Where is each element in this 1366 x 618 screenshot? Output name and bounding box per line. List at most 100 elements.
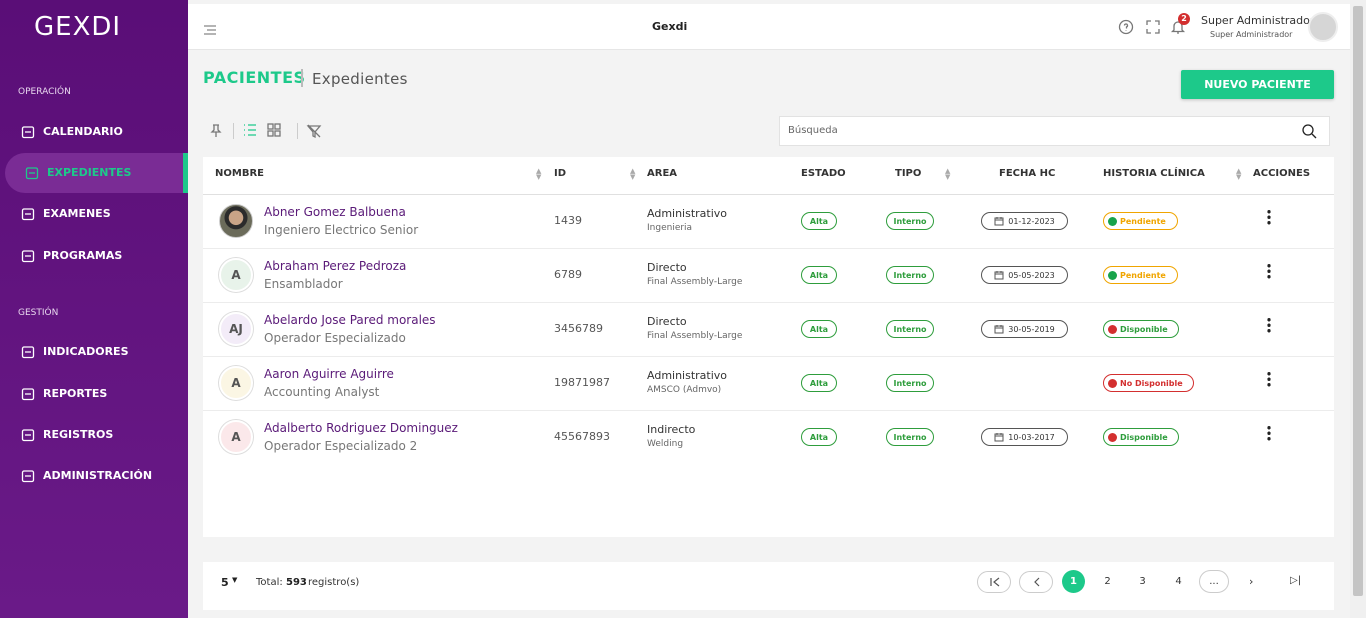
patient-name[interactable]: Abner Gomez Balbuena [264, 205, 406, 219]
menu-item[interactable]: EXAMENES [43, 207, 111, 220]
user-avatar[interactable] [1308, 12, 1338, 42]
fullscreen-icon[interactable] [1145, 19, 1161, 35]
historia: No Disponible [1120, 378, 1183, 388]
estado-badge: Alta [801, 266, 837, 284]
page-size[interactable]: 5 [221, 576, 229, 589]
column-header[interactable]: HISTORIA CLÍNICA [1103, 168, 1205, 179]
menu-item[interactable]: CALENDARIO [43, 125, 123, 138]
menu-icon[interactable] [20, 427, 36, 443]
pin-icon[interactable] [208, 123, 224, 139]
menu-item[interactable]: EXPEDIENTES [47, 166, 132, 179]
section-title: PACIENTES [203, 68, 306, 87]
historia-badge: No Disponible [1103, 374, 1194, 392]
menu-icon[interactable] [20, 124, 36, 140]
menu-item[interactable]: INDICADORES [43, 345, 129, 358]
patient-name[interactable]: Abraham Perez Pedroza [264, 259, 407, 273]
page-button[interactable]: 2 [1104, 576, 1111, 587]
menu-icon[interactable] [20, 248, 36, 264]
patient-name[interactable]: Aaron Aguirre Aguirre [264, 367, 394, 381]
header-border [203, 194, 1334, 195]
page-button[interactable]: 4 [1175, 576, 1182, 587]
actions-menu[interactable] [1267, 263, 1271, 279]
page-nav[interactable] [977, 571, 1011, 593]
row-border [203, 248, 1334, 249]
patient-id: 45567893 [554, 430, 610, 443]
menu-icon[interactable] [20, 206, 36, 222]
page-button[interactable]: ... [1199, 570, 1229, 593]
sidebar [0, 0, 188, 618]
subsection-title: Expedientes [312, 70, 408, 88]
search-icon[interactable] [1301, 123, 1317, 139]
actions-menu[interactable] [1267, 425, 1271, 441]
estado-badge: Alta [801, 320, 837, 338]
patient-role: Operador Especializado 2 [264, 439, 418, 453]
patient-id: 3456789 [554, 322, 603, 335]
date-chip: 30-05-2019 [981, 320, 1068, 338]
date-chip: 10-03-2017 [981, 428, 1068, 446]
total[interactable]: 593 [286, 577, 307, 588]
menu-item[interactable]: REGISTROS [43, 428, 114, 441]
actions-menu[interactable] [1267, 317, 1271, 333]
button-label: NUEVO PACIENTE [1204, 78, 1311, 91]
subarea: Final Assembly-Large [647, 277, 743, 287]
menu-item[interactable]: PROGRAMAS [43, 249, 123, 262]
status-dot [1108, 270, 1117, 280]
sort-icon[interactable]: ▲ ▼ [536, 167, 542, 181]
page-nav[interactable]: › [1249, 575, 1254, 588]
date-chip: 01-12-2023 [981, 212, 1068, 230]
column-header[interactable]: ACCIONES [1253, 168, 1311, 179]
search-box[interactable] [779, 116, 1330, 146]
actions-menu[interactable] [1267, 209, 1271, 225]
menu-item[interactable]: ADMINISTRACIÓN [43, 469, 153, 482]
subarea: Final Assembly-Large [647, 331, 743, 341]
menu-toggle[interactable] [202, 22, 218, 38]
column-header[interactable]: ESTADO [801, 168, 846, 179]
area: Indirecto [647, 423, 696, 436]
active-indicator [183, 153, 188, 193]
menu-icon[interactable] [20, 386, 36, 402]
clear-filter-icon[interactable] [306, 123, 322, 139]
subarea: Welding [647, 439, 684, 449]
grid-view-icon[interactable] [266, 122, 282, 138]
menu-icon[interactable] [24, 165, 40, 181]
patient-name[interactable]: Abelardo Jose Pared morales [264, 313, 436, 327]
logo: GEXDI [34, 12, 122, 42]
menu-icon[interactable] [20, 344, 36, 360]
column-header[interactable]: NOMBRE [215, 168, 264, 179]
row-border [203, 410, 1334, 411]
new-button[interactable]: NUEVO PACIENTE [1181, 70, 1334, 99]
column-header[interactable]: AREA [647, 168, 678, 179]
help-icon[interactable] [1118, 19, 1134, 35]
list-view-icon[interactable] [242, 122, 258, 138]
historia: Pendiente [1120, 270, 1166, 280]
column-header[interactable]: ID [554, 168, 567, 179]
section-title: GESTIÓN [18, 308, 59, 318]
subarea: AMSCO (Admvo) [647, 385, 722, 395]
toolbar-sep [233, 123, 234, 139]
column-header[interactable]: TIPO [895, 168, 922, 179]
notification-badge: 2 [1178, 13, 1190, 25]
area: Administrativo [647, 369, 728, 382]
toolbar-sep [297, 123, 298, 139]
estado-badge: Alta [801, 428, 837, 446]
page-button[interactable]: 3 [1139, 576, 1146, 587]
sort-icon[interactable]: ▲ ▼ [630, 167, 636, 181]
search-placeholder: Búsqueda [788, 125, 838, 136]
page-nav[interactable]: ▷| [1290, 575, 1302, 586]
menu-icon[interactable] [20, 468, 36, 484]
sort-icon[interactable]: ▲ ▼ [945, 167, 951, 181]
area: Directo [647, 261, 687, 274]
actions-menu[interactable] [1267, 371, 1271, 387]
page-nav[interactable] [1019, 571, 1053, 593]
tipo-badge: Interno [886, 266, 934, 284]
patient-name[interactable]: Adalberto Rodriguez Dominguez [264, 421, 458, 435]
user-name: Super Administrador [1201, 14, 1315, 27]
menu-item[interactable]: REPORTES [43, 387, 108, 400]
avatar: A [219, 366, 253, 400]
column-header[interactable]: FECHA HC [999, 168, 1056, 179]
status-dot [1108, 324, 1117, 334]
page-button[interactable]: 1 [1062, 570, 1085, 593]
historia: Pendiente [1120, 216, 1166, 226]
sort-icon[interactable]: ▲ ▼ [1236, 167, 1242, 181]
date: 30-05-2019 [1008, 324, 1055, 334]
